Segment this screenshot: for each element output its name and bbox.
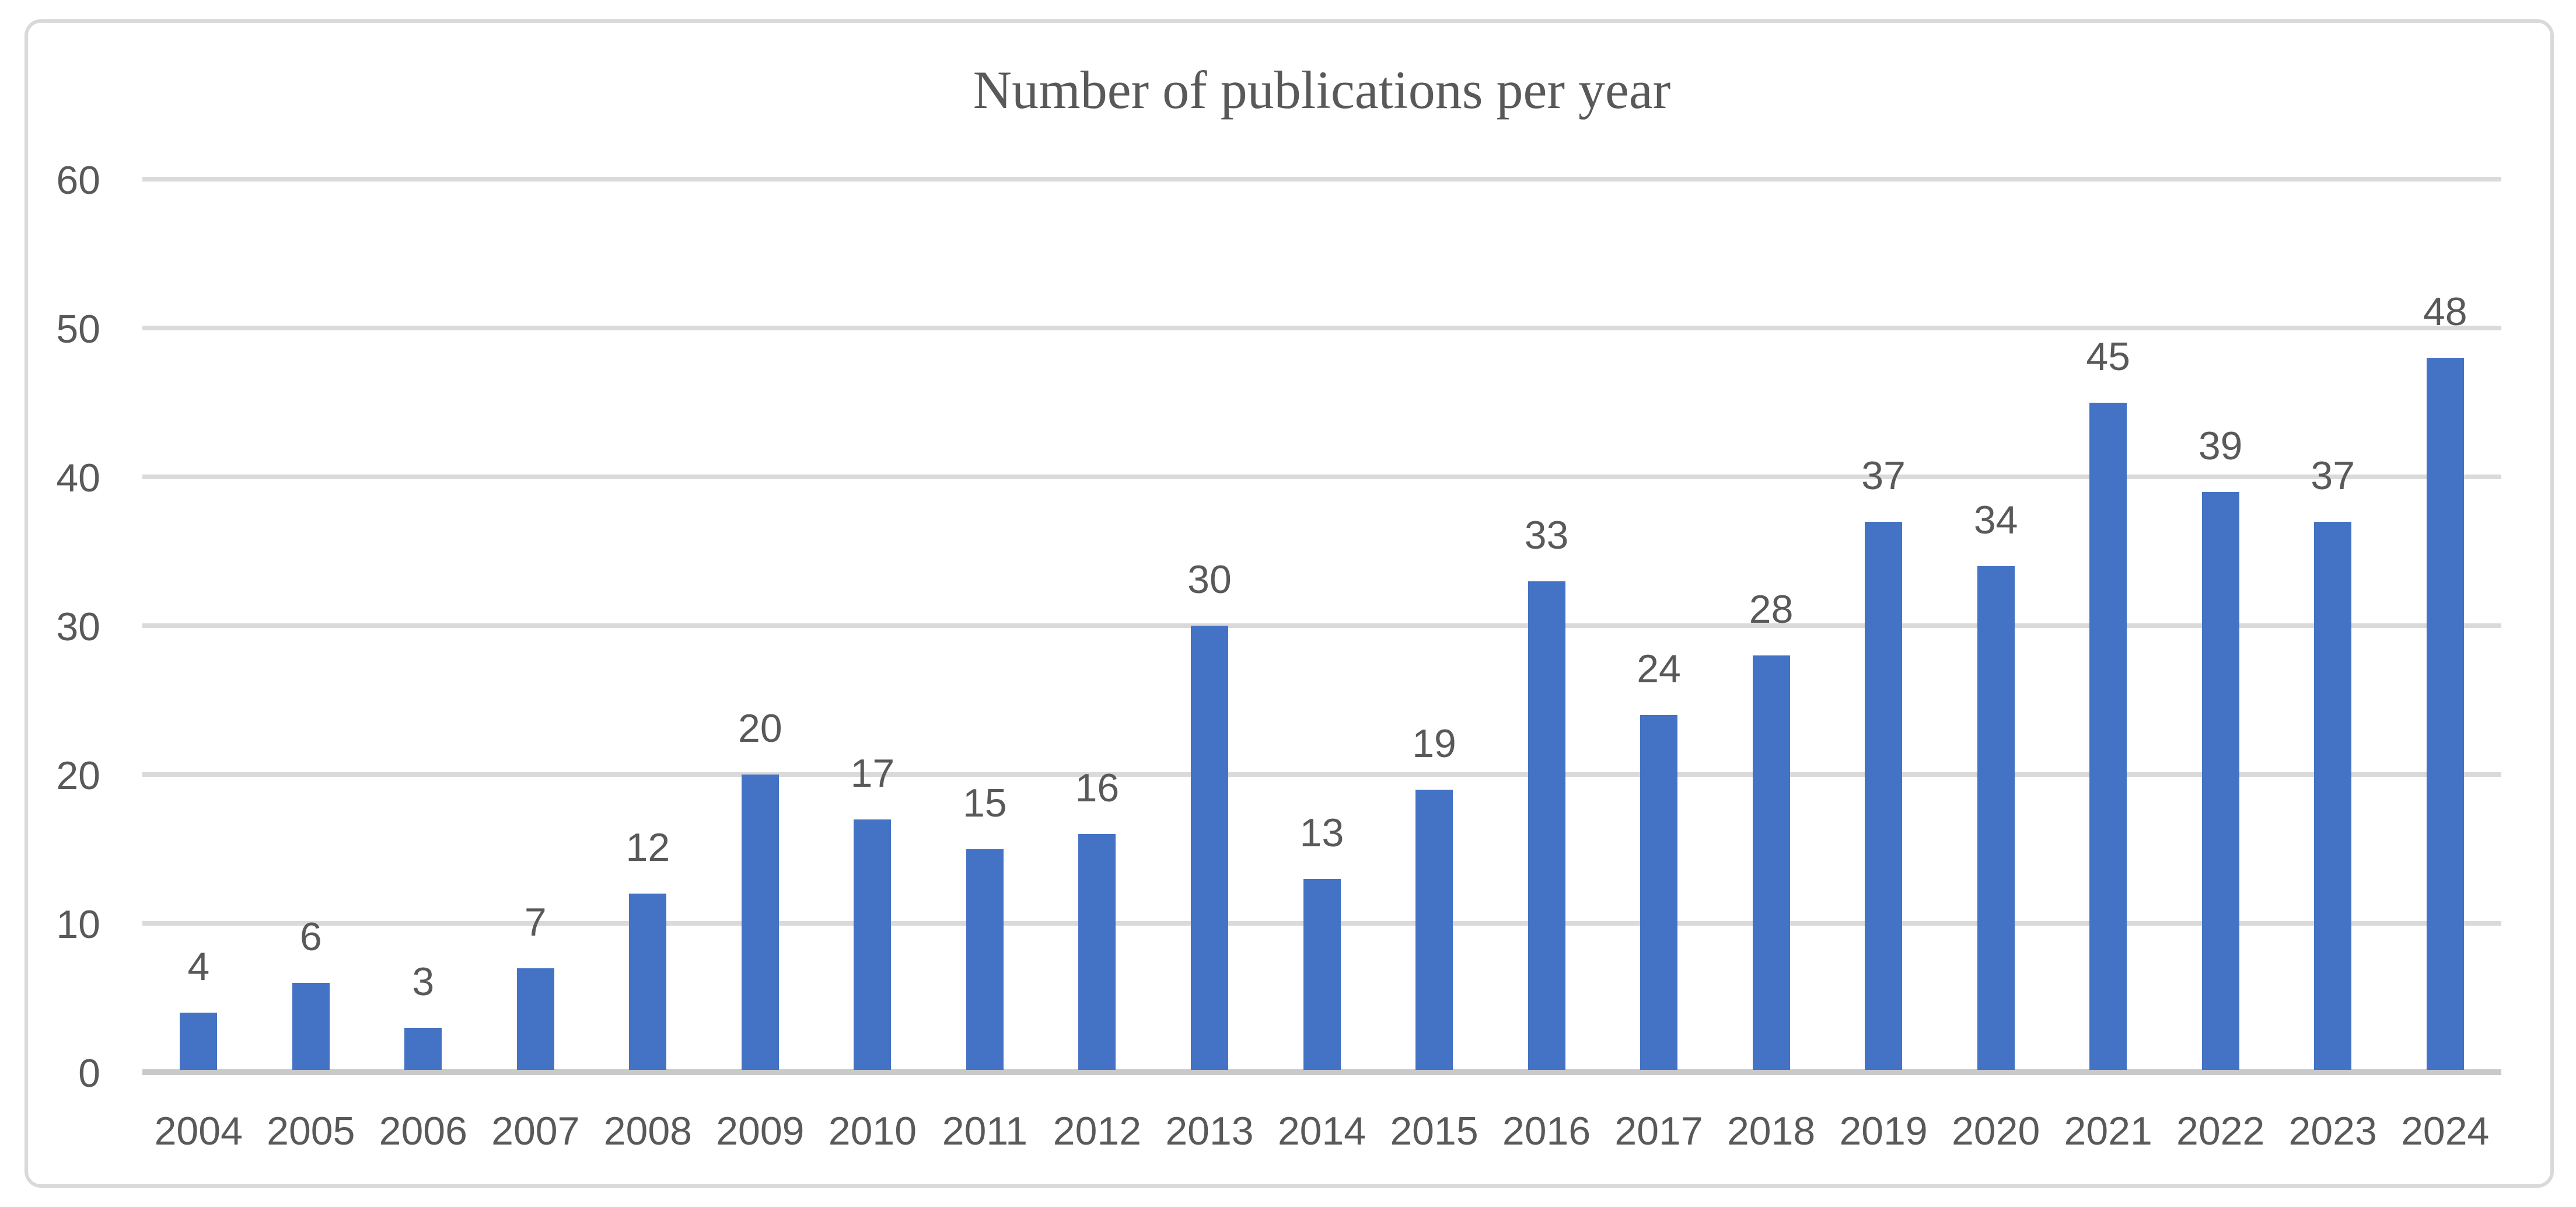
bar-value-label-2013: 30	[1187, 557, 1232, 602]
x-tick-label-2005: 2005	[267, 1109, 355, 1153]
y-tick-label-0: 0	[78, 1051, 100, 1096]
bar-value-label-2023: 37	[2311, 453, 2355, 498]
bar-2011	[966, 849, 1004, 1070]
bar-2016	[1528, 581, 1565, 1070]
bar-2019	[1865, 521, 1903, 1070]
y-tick-label-40: 40	[56, 456, 100, 500]
gridline-20	[142, 772, 2501, 777]
chart-title: Number of publications per year	[973, 60, 1671, 120]
gridline-50	[142, 326, 2501, 330]
bar-2013	[1190, 626, 1228, 1070]
x-tick-label-2013: 2013	[1165, 1109, 1254, 1153]
x-tick-label-2023: 2023	[2288, 1109, 2377, 1153]
bar-2005	[292, 983, 330, 1070]
y-tick-label-60: 60	[56, 158, 100, 203]
bar-value-label-2012: 16	[1075, 766, 1120, 810]
bar-value-label-2019: 37	[1861, 453, 1906, 498]
x-tick-label-2010: 2010	[828, 1109, 917, 1153]
gridline-60	[142, 177, 2501, 182]
x-tick-label-2024: 2024	[2401, 1109, 2490, 1153]
bar-2018	[1752, 655, 1790, 1070]
x-tick-label-2015: 2015	[1390, 1109, 1479, 1153]
bar-value-label-2022: 39	[2198, 423, 2243, 468]
x-tick-label-2007: 2007	[491, 1109, 580, 1153]
bar-value-label-2014: 13	[1299, 810, 1344, 855]
chart-frame-border	[25, 19, 2554, 1188]
bar-value-label-2024: 48	[2423, 289, 2467, 334]
x-tick-label-2012: 2012	[1053, 1109, 1142, 1153]
bar-2008	[629, 894, 667, 1070]
bar-value-label-2021: 45	[2086, 334, 2130, 379]
bar-value-label-2004: 4	[187, 944, 210, 989]
y-tick-label-30: 30	[56, 605, 100, 649]
x-tick-label-2008: 2008	[603, 1109, 692, 1153]
bar-2021	[2089, 402, 2127, 1070]
bar-2015	[1415, 789, 1453, 1070]
y-tick-label-50: 50	[56, 307, 100, 351]
y-tick-label-20: 20	[56, 753, 100, 798]
x-tick-label-2016: 2016	[1502, 1109, 1591, 1153]
x-tick-label-2022: 2022	[2176, 1109, 2265, 1153]
bar-value-label-2009: 20	[738, 706, 782, 751]
y-tick-label-10: 10	[56, 902, 100, 947]
bar-value-label-2008: 12	[625, 825, 670, 870]
bar-2006	[404, 1027, 442, 1070]
bar-value-label-2016: 33	[1524, 512, 1569, 557]
bar-2024	[2426, 358, 2464, 1070]
x-tick-label-2014: 2014	[1277, 1109, 1366, 1153]
bar-value-label-2006: 3	[412, 959, 435, 1004]
bar-value-label-2011: 15	[963, 780, 1007, 825]
bar-2012	[1078, 834, 1116, 1070]
bar-2010	[854, 819, 892, 1070]
x-tick-label-2011: 2011	[942, 1109, 1028, 1153]
x-tick-label-2009: 2009	[716, 1109, 805, 1153]
bar-2004	[180, 1013, 218, 1070]
bar-value-label-2005: 6	[299, 915, 322, 959]
bar-2007	[516, 968, 554, 1070]
x-tick-label-2021: 2021	[2064, 1109, 2152, 1153]
bar-value-label-2018: 28	[1749, 587, 1794, 632]
bar-2017	[1640, 715, 1678, 1070]
bar-value-label-2010: 17	[850, 751, 895, 796]
bar-value-label-2007: 7	[524, 899, 547, 944]
x-axis-line	[142, 1069, 2501, 1075]
x-tick-label-2004: 2004	[154, 1109, 243, 1153]
bar-2020	[1977, 566, 2015, 1070]
bar-2009	[741, 775, 779, 1070]
bar-2014	[1303, 878, 1341, 1070]
bar-value-label-2017: 24	[1637, 647, 1681, 691]
bar-value-label-2020: 34	[1973, 498, 2018, 542]
gridline-40	[142, 475, 2501, 479]
x-tick-label-2017: 2017	[1614, 1109, 1703, 1153]
x-tick-label-2006: 2006	[379, 1109, 467, 1153]
x-tick-label-2019: 2019	[1839, 1109, 1928, 1153]
x-tick-label-2020: 2020	[1951, 1109, 2040, 1153]
x-tick-label-2018: 2018	[1726, 1109, 1816, 1153]
bar-2022	[2201, 491, 2239, 1070]
bar-2023	[2314, 521, 2352, 1070]
gridline-30	[142, 623, 2501, 628]
bar-value-label-2015: 19	[1412, 721, 1456, 766]
